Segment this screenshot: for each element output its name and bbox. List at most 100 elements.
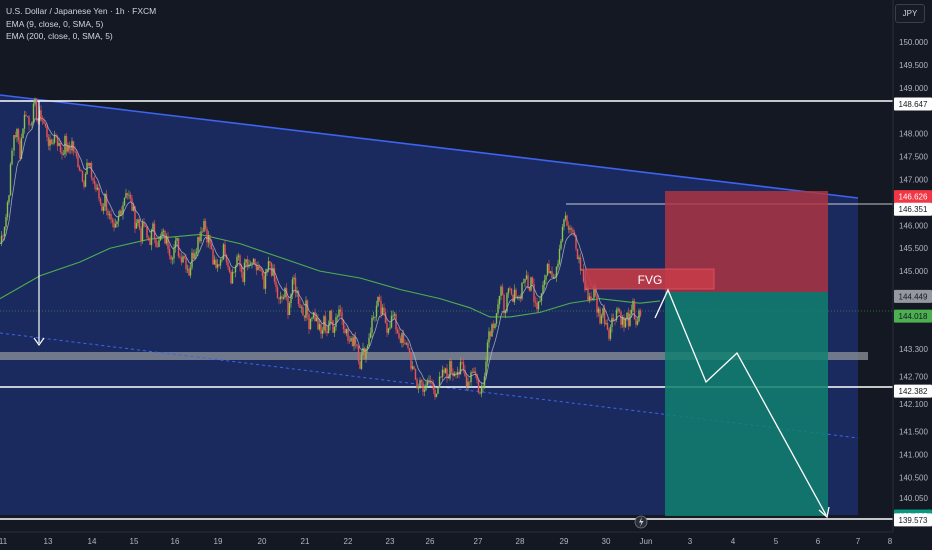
candle [441,365,444,381]
candle [633,298,636,320]
candle [34,97,36,107]
candle [144,224,147,227]
time-tick-label: 28 [516,537,525,546]
candle [182,254,184,264]
price-axis[interactable] [893,0,932,550]
candle [37,118,39,124]
candle [141,218,144,244]
candle [155,237,157,248]
candle [263,273,265,290]
candle [497,299,499,316]
candle [75,149,78,159]
candle [605,319,607,326]
candle [87,162,90,167]
candle [291,276,294,300]
candle [543,274,546,290]
candle [446,364,448,383]
candle [125,188,127,199]
candle [53,130,56,145]
candle [566,214,568,227]
candle [300,304,303,314]
currency-button[interactable]: JPY [895,4,925,23]
candle [194,248,196,261]
candle [296,286,298,297]
candle [95,181,97,193]
ema-9-legend[interactable]: EMA (9, close, 0, SMA, 5) [6,18,104,29]
candle [435,393,438,398]
candle [111,217,114,228]
candle [468,381,471,387]
candle [114,218,117,228]
candle [426,378,429,387]
candle [320,320,322,339]
candle [78,165,81,172]
candle [117,210,120,227]
candle [171,256,174,265]
candle [462,357,465,374]
candle [311,316,313,322]
candle [161,228,163,240]
candle [486,339,489,367]
candle [213,255,216,265]
candle [272,264,274,277]
svg-text:146.626: 146.626 [899,193,928,202]
candle [2,233,4,241]
candle [570,226,573,235]
candle [381,304,384,316]
candle [501,283,504,296]
price-tick-label: 141.000 [899,450,928,459]
candle [489,330,492,340]
candle [443,366,445,376]
candle [67,142,69,154]
svg-text:144.449: 144.449 [899,292,928,301]
candle [224,240,226,258]
candle [107,208,109,219]
price-tick-label: 145.500 [899,244,928,253]
candle [246,255,249,271]
candle [360,350,363,371]
time-tick-label: 7 [856,537,861,546]
candle [23,110,26,134]
candle [449,358,451,381]
candle [138,218,141,231]
candle [509,286,511,291]
candle [16,127,18,143]
candle [477,379,480,394]
candle [305,296,307,322]
candle [203,218,205,233]
candle [492,320,495,333]
ema-200-legend[interactable]: EMA (200, close, 0, SMA, 5) [6,31,113,41]
time-axis[interactable] [0,532,893,550]
candle [303,315,306,321]
candle [414,368,417,381]
candle [608,327,610,342]
channel-zone [0,95,858,515]
candle [411,360,414,371]
candle [284,286,286,300]
candle [129,192,132,202]
candle [368,333,370,349]
price-tick-label: 140.050 [899,494,928,503]
price-tick-label: 149.500 [899,61,928,70]
candle [413,365,415,371]
candle [315,312,318,322]
price-label: 142.382 [894,384,932,398]
price-axis-ticks: 150.000 149.500 149.000 148.000 147.500 147.0… [899,38,928,503]
candle [126,192,129,200]
candle [416,377,418,389]
symbol-title[interactable]: U.S. Dollar / Japanese Yen · 1h · FXCM [6,6,157,16]
candle [40,105,42,122]
candle [639,308,642,318]
candle [434,387,436,400]
candle [329,310,331,331]
candle [410,351,412,372]
candle [578,255,580,264]
drop-arrow-head [33,337,45,347]
candle [480,382,483,398]
candle [558,244,561,266]
candle [98,182,100,202]
price-tick-label: 142.700 [899,373,928,382]
price-label: 146.351 [894,202,932,216]
candle [333,326,336,338]
